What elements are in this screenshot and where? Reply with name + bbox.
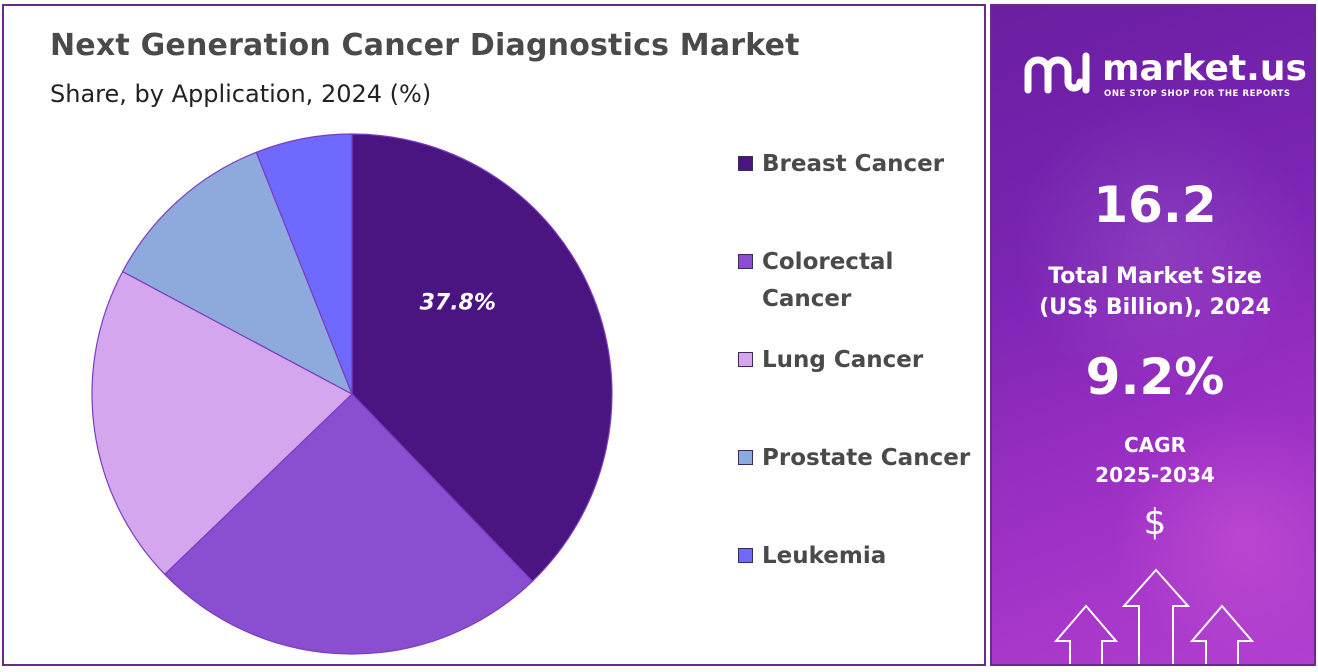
cagr-label-line1: CAGR <box>1124 433 1186 457</box>
legend-item-colorectal-cancer: Colorectal Cancer <box>738 244 912 318</box>
legend-label: Lung Cancer <box>762 347 924 373</box>
background-glow <box>1112 406 1314 664</box>
legend-label: Breast Cancer <box>762 151 945 177</box>
legend-swatch <box>738 450 753 465</box>
pie-slice-colorectal-cancer <box>163 393 534 655</box>
summary-panel: market.us ONE STOP SHOP FOR THE REPORTS … <box>990 4 1316 666</box>
cagr-label-line2: 2025-2034 <box>1095 463 1215 487</box>
legend-item-lung-cancer: Lung Cancer <box>738 342 982 379</box>
market-us-logo-icon <box>1024 52 1090 94</box>
legend-item-leukemia: Leukemia <box>738 538 982 575</box>
legend-item-breast-cancer: Breast Cancer <box>738 146 982 183</box>
legend-swatch <box>738 254 753 269</box>
brand-logo: market.us ONE STOP SHOP FOR THE REPORTS <box>1022 46 1307 102</box>
chart-panel: Next Generation Cancer Diagnostics Marke… <box>2 4 986 666</box>
legend-item-prostate-cancer: Prostate Cancer <box>738 440 982 477</box>
pie-chart: 37.8% <box>91 133 613 655</box>
legend-label: Colorectal Cancer <box>762 249 894 312</box>
legend-label: Prostate Cancer <box>762 445 971 471</box>
brand-tagline: ONE STOP SHOP FOR THE REPORTS <box>1104 89 1291 99</box>
dollar-icon: $ <box>1143 502 1167 543</box>
legend-swatch <box>738 156 753 171</box>
pie-slice-lung-cancer <box>91 270 354 576</box>
pie-data-label-breast-cancer: 37.8% <box>420 290 496 315</box>
market-size-value: 16.2 <box>1093 176 1217 234</box>
cagr-value: 9.2% <box>1085 348 1225 406</box>
brand-name: market.us <box>1102 48 1307 89</box>
pie-slice-leukemia <box>255 133 353 395</box>
legend-swatch <box>738 352 753 367</box>
pie-slice-prostate-cancer <box>121 151 354 396</box>
legend-label: Leukemia <box>762 543 887 569</box>
market-size-label-line1: Total Market Size <box>1048 264 1262 289</box>
pie-slice-breast-cancer <box>351 133 613 583</box>
market-size-label-line2: (US$ Billion), 2024 <box>1039 295 1271 320</box>
legend-swatch <box>738 548 753 563</box>
chart-subtitle: Share, by Application, 2024 (%) <box>50 80 432 108</box>
page-title: Next Generation Cancer Diagnostics Marke… <box>50 28 800 63</box>
background-glow <box>1012 96 1312 396</box>
growth-arrows-icon <box>1053 568 1255 664</box>
